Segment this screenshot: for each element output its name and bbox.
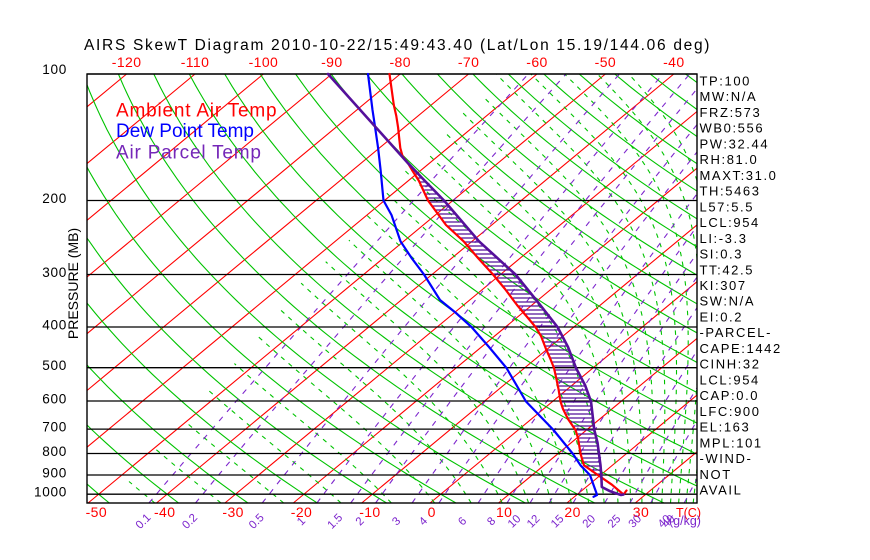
svg-text:RH:81.0: RH:81.0 [700, 152, 759, 167]
svg-text:-PARCEL-: -PARCEL- [700, 325, 773, 340]
svg-text:20: 20 [564, 504, 580, 520]
svg-text:WB0:556: WB0:556 [700, 121, 765, 136]
svg-text:SW:N/A: SW:N/A [700, 294, 756, 309]
svg-text:CAPE:1442: CAPE:1442 [700, 341, 782, 356]
svg-text:SI:0.3: SI:0.3 [700, 247, 744, 262]
svg-text:30: 30 [633, 504, 649, 520]
svg-text:-60: -60 [526, 54, 547, 70]
svg-text:300: 300 [42, 265, 67, 280]
svg-text:TP:100: TP:100 [700, 74, 752, 89]
svg-text:PW:32.44: PW:32.44 [700, 136, 770, 151]
svg-text:-20: -20 [291, 504, 312, 520]
svg-text:AVAIL: AVAIL [700, 483, 743, 498]
svg-text:CAP:0.0: CAP:0.0 [700, 388, 760, 403]
svg-text:Air Parcel Temp: Air Parcel Temp [116, 142, 262, 163]
svg-text:400: 400 [42, 318, 67, 333]
svg-text:800: 800 [42, 444, 67, 459]
svg-text:NOT: NOT [700, 467, 732, 482]
svg-text:KI:307: KI:307 [700, 278, 747, 293]
svg-text:10: 10 [496, 504, 512, 520]
svg-text:EL:163: EL:163 [700, 420, 751, 435]
svg-text:MW:N/A: MW:N/A [700, 89, 758, 104]
svg-text:-WIND-: -WIND- [700, 451, 753, 466]
svg-text:-40: -40 [154, 504, 175, 520]
svg-text:Ambient Air Temp: Ambient Air Temp [116, 101, 277, 122]
svg-text:100: 100 [42, 62, 67, 77]
svg-text:LCL:954: LCL:954 [700, 215, 760, 230]
svg-text:TT:42.5: TT:42.5 [700, 262, 755, 277]
svg-text:-10: -10 [359, 504, 380, 520]
svg-text:-40: -40 [663, 54, 684, 70]
svg-text:L57:5.5: L57:5.5 [700, 199, 755, 214]
svg-text:-50: -50 [86, 504, 107, 520]
svg-text:600: 600 [42, 392, 67, 407]
svg-text:700: 700 [42, 420, 67, 435]
svg-text:LI:-3.3: LI:-3.3 [700, 231, 748, 246]
svg-text:CINH:32: CINH:32 [700, 357, 761, 372]
svg-text:900: 900 [42, 466, 67, 481]
svg-text:T(C): T(C) [676, 506, 701, 520]
svg-text:Dew Point Temp: Dew Point Temp [116, 121, 254, 142]
svg-text:-30: -30 [222, 504, 243, 520]
svg-text:-100: -100 [249, 54, 279, 70]
svg-text:(g/kg): (g/kg) [669, 514, 701, 528]
svg-text:-110: -110 [181, 54, 210, 70]
svg-text:0: 0 [428, 504, 436, 520]
svg-text:FRZ:573: FRZ:573 [700, 105, 762, 120]
svg-text:500: 500 [42, 358, 67, 373]
svg-text:LFC:900: LFC:900 [700, 404, 761, 419]
svg-text:TH:5463: TH:5463 [700, 184, 761, 199]
svg-text:AIRS SkewT Diagram 2010-10-22/: AIRS SkewT Diagram 2010-10-22/15:49:43.4… [84, 37, 711, 54]
svg-text:PRESSURE (MB): PRESSURE (MB) [65, 228, 81, 339]
svg-text:1000: 1000 [34, 485, 67, 500]
svg-text:-70: -70 [458, 54, 479, 70]
svg-text:-90: -90 [321, 54, 342, 70]
svg-text:EI:0.2: EI:0.2 [700, 310, 744, 325]
svg-text:LCL:954: LCL:954 [700, 372, 760, 387]
svg-text:MPL:101: MPL:101 [700, 435, 763, 450]
svg-text:MAXT:31.0: MAXT:31.0 [700, 168, 778, 183]
svg-text:-80: -80 [389, 54, 410, 70]
svg-text:200: 200 [42, 191, 67, 206]
svg-text:-50: -50 [595, 54, 616, 70]
svg-text:-120: -120 [112, 54, 142, 70]
